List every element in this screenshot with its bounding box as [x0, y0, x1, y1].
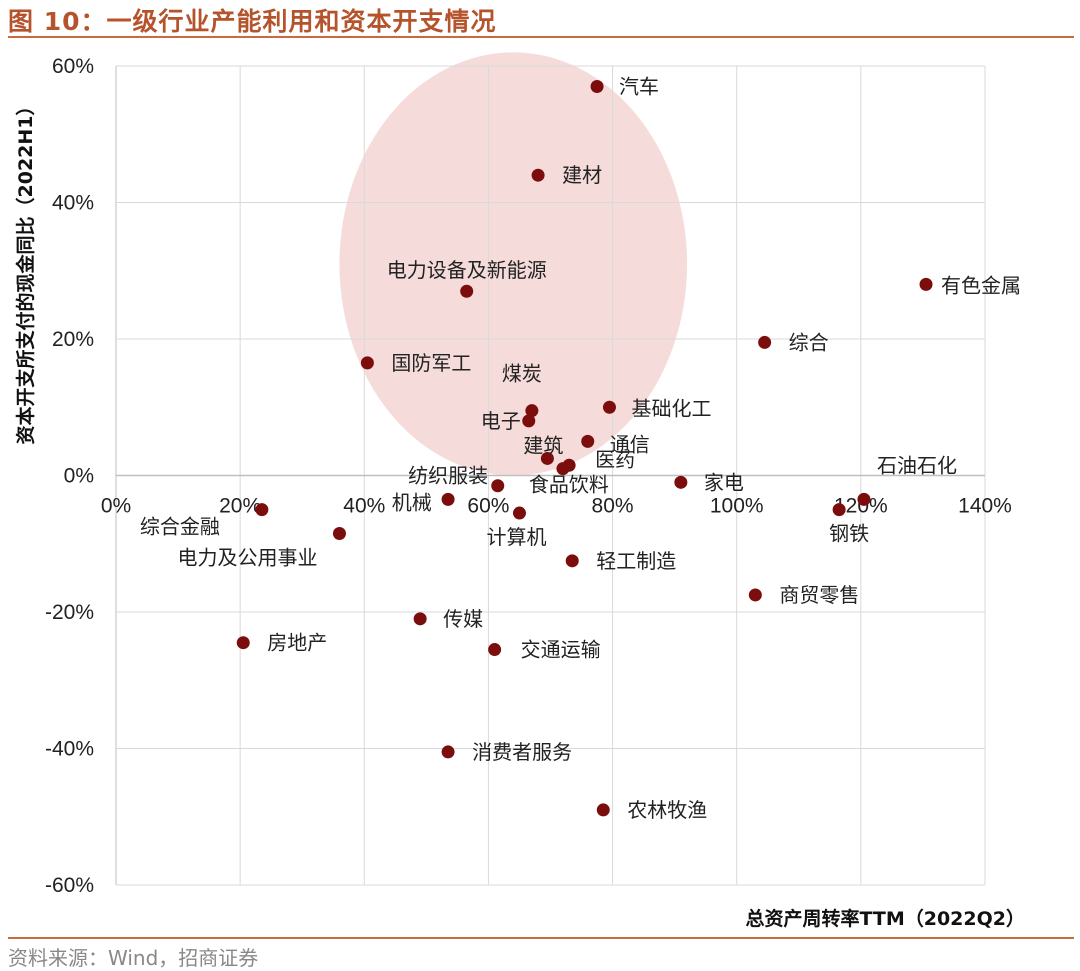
point-label: 食品饮料 — [529, 473, 609, 497]
data-point — [488, 643, 502, 657]
scatter-chart: 60% 40% 20% 0% -20% -40% -60% 0% 20% 40% 60% 80% 10… — [14, 52, 1025, 930]
x-tick-label: 40% — [343, 495, 385, 518]
y-tick-label: 0% — [64, 465, 94, 488]
data-point — [596, 803, 610, 817]
data-point — [522, 414, 536, 428]
point-label: 钢铁 — [829, 522, 869, 546]
y-tick-label: 20% — [52, 328, 94, 351]
point-label: 国防军工 — [391, 351, 471, 375]
point-label: 有色金属 — [941, 273, 1021, 297]
x-tick-labels: 0% 20% 40% 60% 80% 100% 120% 140% — [101, 495, 1012, 518]
point-label: 商贸零售 — [779, 583, 859, 607]
data-point — [565, 554, 579, 568]
data-point — [441, 492, 455, 506]
data-point — [748, 588, 762, 602]
point-label: 家电 — [704, 470, 744, 494]
x-tick-label: 60% — [467, 495, 509, 518]
point-label: 轻工制造 — [596, 549, 676, 573]
data-point — [491, 479, 505, 493]
data-point — [590, 79, 604, 93]
figure-title: 图 10：一级行业产能利用和资本开支情况 — [8, 7, 497, 36]
point-label: 汽车 — [619, 74, 659, 98]
y-tick-label: 60% — [52, 55, 94, 78]
data-point — [525, 404, 539, 418]
point-label: 消费者服务 — [472, 740, 572, 764]
data-point — [758, 335, 772, 349]
data-point — [236, 636, 250, 650]
y-tick-label: 40% — [52, 192, 94, 215]
point-label: 通信 — [610, 432, 650, 456]
point-label: 石油石化 — [877, 453, 957, 477]
title-divider — [8, 36, 1074, 38]
footer-divider — [8, 937, 1074, 939]
point-label: 建材 — [562, 163, 602, 187]
point-label: 房地产 — [267, 631, 327, 655]
data-point — [332, 527, 346, 541]
point-label: 电力设备及新能源 — [387, 258, 547, 282]
data-point — [919, 277, 933, 291]
highlight-ellipse — [339, 52, 688, 476]
data-point — [460, 284, 474, 298]
data-point — [556, 462, 570, 476]
point-label: 纺织服装 — [408, 463, 488, 487]
y-axis-title: 资本开支所支付的现金同比（2022H1） — [14, 96, 37, 444]
point-label: 建筑 — [523, 433, 563, 457]
point-label: 机械 — [392, 491, 432, 515]
point-label: 计算机 — [486, 525, 546, 549]
data-point — [540, 451, 554, 465]
point-label: 综合 — [789, 330, 829, 354]
y-tick-label: -40% — [45, 738, 94, 761]
data-point — [674, 475, 688, 489]
data-point — [360, 356, 374, 370]
y-tick-labels: 60% 40% 20% 0% -20% -40% -60% — [45, 55, 94, 897]
data-points — [236, 79, 933, 817]
point-label: 医药 — [595, 447, 635, 471]
data-point — [581, 434, 595, 448]
y-tick-label: -60% — [45, 874, 94, 897]
x-tick-label: 100% — [710, 495, 764, 518]
data-point — [531, 168, 545, 182]
x-axis-title: 总资产周转率TTM（2022Q2） — [745, 907, 1025, 930]
data-point — [512, 506, 526, 520]
grid-lines — [115, 65, 986, 886]
point-label: 农林牧渔 — [627, 798, 707, 822]
point-label: 煤炭 — [502, 362, 542, 386]
point-label: 传媒 — [443, 607, 483, 631]
data-point — [441, 745, 455, 759]
data-point — [413, 612, 427, 626]
data-point — [255, 503, 269, 517]
source-note: 资料来源：Wind，招商证券 — [8, 946, 259, 970]
x-tick-label: 120% — [834, 495, 888, 518]
x-tick-label: 140% — [958, 495, 1012, 518]
y-tick-label: -20% — [45, 601, 94, 624]
point-label: 电子 — [481, 409, 521, 433]
x-tick-label: 80% — [592, 495, 634, 518]
data-point — [602, 400, 616, 414]
x-tick-label: 20% — [219, 495, 261, 518]
data-point — [857, 492, 871, 506]
data-point — [832, 503, 846, 517]
point-label: 电力及公用事业 — [177, 546, 317, 570]
point-label: 交通运输 — [521, 638, 601, 662]
point-label: 综合金融 — [140, 515, 220, 539]
x-tick-label: 0% — [101, 495, 131, 518]
point-label: 基础化工 — [631, 396, 711, 420]
